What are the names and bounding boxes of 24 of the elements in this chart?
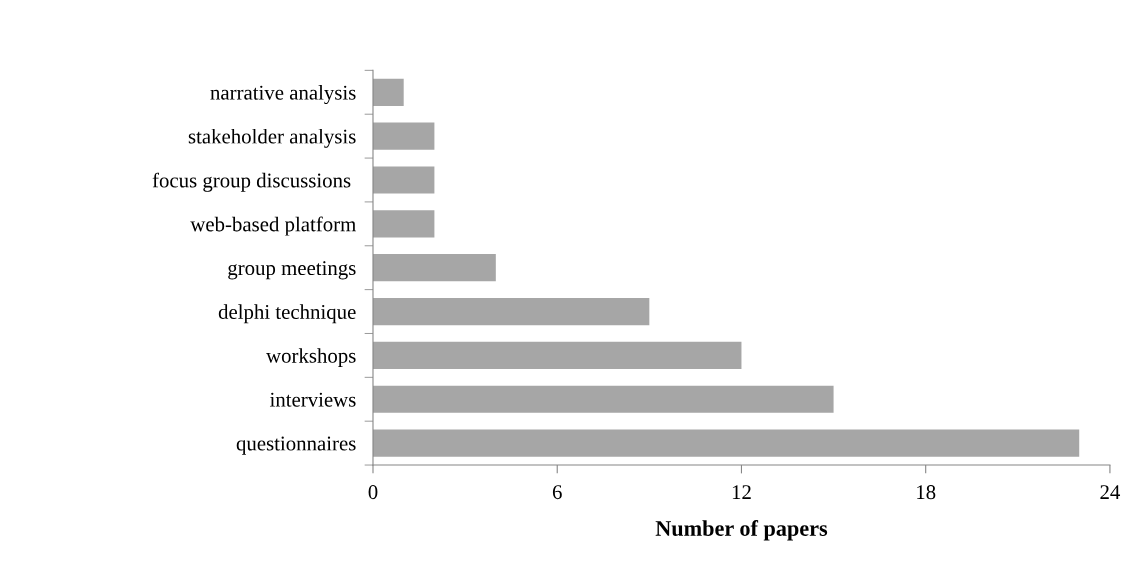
bar — [372, 78, 404, 106]
bar — [372, 341, 742, 369]
y-tick-label: interviews — [269, 392, 356, 407]
x-tick-label: 18 — [917, 485, 936, 500]
x-tick-label: 12 — [732, 485, 751, 499]
bar — [372, 385, 834, 413]
bar — [372, 254, 496, 282]
bar — [372, 210, 435, 238]
y-tick-label: group meetings — [228, 261, 356, 280]
x-axis-title: Number of papers — [655, 520, 828, 541]
bar — [372, 297, 650, 326]
y-tick-label: questionnaires — [236, 436, 356, 455]
y-tick-label: web-based platform — [190, 216, 356, 236]
x-tick-label: 0 — [368, 485, 378, 500]
bar — [372, 122, 435, 150]
y-tick-label: workshops — [266, 348, 356, 368]
y-tick-label: narrative analysis — [210, 85, 356, 105]
y-tick-label: delphi technique — [218, 304, 356, 324]
bar — [372, 166, 435, 194]
x-tick-label: 6 — [552, 485, 562, 500]
y-tick-label: focus group discussions — [152, 172, 351, 192]
x-tick-label: 24 — [1100, 485, 1121, 499]
bar — [372, 429, 1080, 457]
y-tick-label: stakeholder analysis — [188, 128, 356, 148]
